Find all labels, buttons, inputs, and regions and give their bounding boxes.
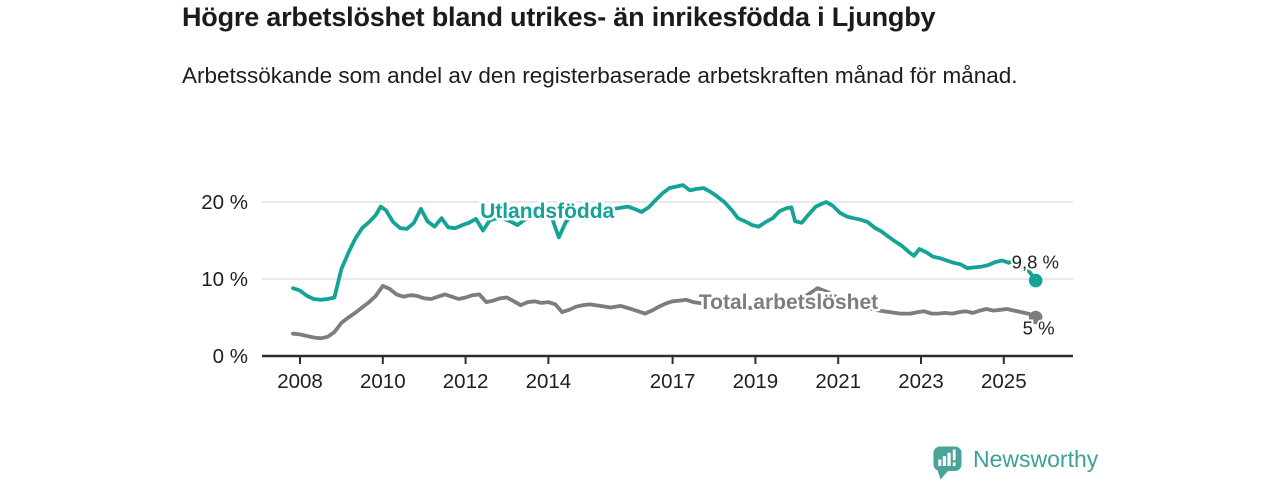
series-end-value-label: 5 %	[1023, 318, 1055, 339]
x-axis-tick-label: 2021	[815, 370, 861, 393]
x-axis-tick-label: 2019	[733, 370, 779, 393]
y-axis-tick-label: 20 %	[201, 191, 248, 214]
series-label: Total arbetslöshet	[699, 291, 878, 314]
series-end-dot	[1028, 273, 1043, 288]
newsworthy-logo: Newsworthy	[930, 444, 1098, 480]
newsworthy-bubble-chart-icon	[933, 446, 962, 480]
y-axis-tick-label: 10 %	[201, 268, 248, 291]
series-end-value-label: 9,8 %	[1012, 252, 1059, 273]
x-axis-tick-label: 2017	[650, 370, 696, 393]
x-axis-tick-label: 2023	[898, 370, 944, 393]
x-axis-tick-label: 2010	[360, 370, 406, 393]
x-axis-tick-label: 2008	[277, 370, 323, 393]
x-axis-tick-label: 2025	[981, 370, 1027, 393]
x-axis-tick-label: 2014	[526, 370, 572, 393]
chart-title: Högre arbetslöshet bland utrikes- än inr…	[182, 2, 936, 32]
series-line-utlandsfodda	[291, 183, 1038, 302]
newsworthy-logo-text: Newsworthy	[973, 446, 1099, 472]
series-end-dot	[1028, 310, 1043, 325]
series-label: Utlandsfödda	[480, 200, 614, 223]
x-axis-tick-label: 2012	[443, 370, 489, 393]
y-axis-tick-label: 0 %	[213, 345, 248, 368]
series-line-total	[291, 283, 1038, 341]
chart-subtitle: Arbetssökande som andel av den registerb…	[182, 63, 1018, 88]
